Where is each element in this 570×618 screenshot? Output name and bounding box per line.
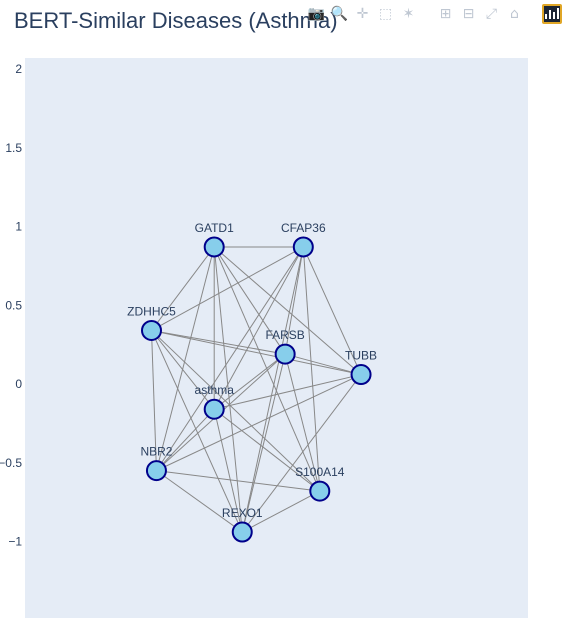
node-marker[interactable] bbox=[350, 364, 372, 386]
plot-area bbox=[25, 58, 528, 618]
edge bbox=[214, 374, 362, 410]
node-marker[interactable] bbox=[141, 319, 162, 341]
node-marker[interactable] bbox=[274, 343, 296, 365]
zoom-in-icon[interactable]: ⊞ bbox=[439, 6, 452, 22]
y-axis: 2 1.5 1 0.5 0 −0.5 −1 bbox=[0, 62, 22, 549]
edge bbox=[302, 246, 362, 375]
node-marker[interactable] bbox=[145, 460, 167, 482]
box-select-icon[interactable]: ⬚ bbox=[378, 6, 393, 22]
autoscale-icon[interactable]: ⤢ bbox=[485, 6, 498, 22]
y-tick-label: −0.5 bbox=[0, 456, 22, 470]
node-marker[interactable] bbox=[231, 521, 253, 543]
edge bbox=[241, 353, 286, 533]
edge bbox=[213, 246, 243, 533]
edge bbox=[151, 330, 243, 533]
node-label: NBR2 bbox=[140, 445, 172, 459]
y-tick-label: −1 bbox=[8, 535, 22, 549]
edge bbox=[151, 330, 321, 492]
node-label: FARSB bbox=[265, 328, 304, 342]
y-tick-label: 1 bbox=[15, 220, 22, 234]
y-tick-label: 0 bbox=[15, 377, 22, 391]
node-label: CFAP36 bbox=[281, 221, 326, 235]
reset-axes-icon[interactable]: ⌂ bbox=[510, 6, 519, 22]
edge bbox=[241, 246, 304, 533]
edge bbox=[156, 246, 304, 471]
edge bbox=[213, 246, 304, 410]
chart-title: BERT-Similar Diseases (Asthma) bbox=[14, 8, 338, 33]
lasso-icon[interactable]: ✶ bbox=[402, 6, 415, 22]
node-marker[interactable] bbox=[203, 236, 225, 258]
node-marker[interactable] bbox=[203, 398, 225, 420]
y-tick-label: 0.5 bbox=[5, 298, 22, 312]
edge bbox=[151, 329, 286, 355]
edge bbox=[151, 330, 157, 471]
edge bbox=[302, 246, 321, 492]
node-marker[interactable] bbox=[292, 236, 314, 258]
edge bbox=[213, 246, 321, 492]
node-label: REXO1 bbox=[222, 506, 263, 520]
edge bbox=[151, 246, 304, 331]
y-tick-label: 1.5 bbox=[5, 141, 22, 155]
edge bbox=[285, 353, 362, 376]
edge bbox=[156, 408, 215, 471]
edge bbox=[284, 353, 321, 492]
edge bbox=[213, 408, 321, 492]
node-marker[interactable] bbox=[309, 480, 331, 502]
node-label: ZDHHC5 bbox=[127, 304, 176, 318]
edge bbox=[156, 470, 243, 533]
edge bbox=[213, 246, 362, 375]
edge bbox=[155, 246, 215, 471]
plotly-logo-icon[interactable] bbox=[542, 4, 562, 24]
pan-icon[interactable]: ✛ bbox=[356, 6, 369, 22]
edge bbox=[156, 374, 362, 472]
modebar: 📷 🔍 ✛ ⬚ ✶ ⊞ ⊟ ⤢ ⌂ bbox=[307, 4, 562, 24]
edge bbox=[213, 409, 243, 533]
zoom-icon[interactable]: 🔍 bbox=[330, 6, 349, 22]
camera-icon[interactable]: 📷 bbox=[307, 6, 326, 22]
node-layer: GATD1 CFAP36 ZDHHC5 FARSB TUBB asthma NBR2 S100… bbox=[127, 221, 377, 543]
node-label: asthma bbox=[195, 383, 235, 397]
edge bbox=[151, 329, 362, 376]
edge bbox=[284, 246, 304, 355]
edge bbox=[242, 490, 321, 533]
edge bbox=[151, 246, 215, 331]
node-label: GATD1 bbox=[195, 221, 234, 235]
edge bbox=[213, 353, 286, 410]
node-label: TUBB bbox=[345, 349, 377, 363]
edge bbox=[241, 374, 362, 533]
zoom-out-icon[interactable]: ⊟ bbox=[462, 6, 475, 22]
node-label: S100A14 bbox=[295, 465, 345, 479]
edge bbox=[213, 246, 286, 355]
edge bbox=[151, 330, 215, 410]
edge bbox=[156, 470, 320, 492]
y-tick-label: 2 bbox=[15, 62, 22, 76]
